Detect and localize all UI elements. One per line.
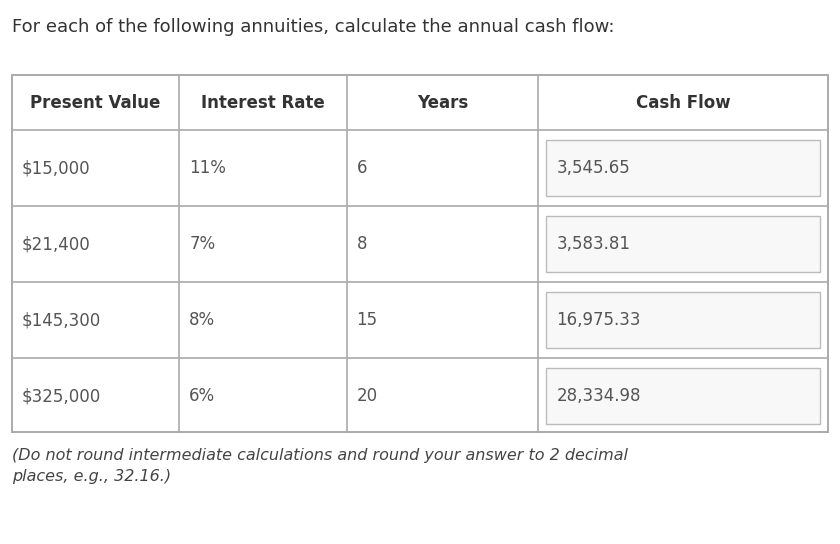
Text: Cash Flow: Cash Flow (636, 94, 731, 112)
Bar (546, 292, 820, 348)
Text: 6%: 6% (189, 387, 215, 405)
Text: Interest Rate: Interest Rate (201, 94, 325, 112)
Text: 15: 15 (356, 311, 378, 329)
Text: 28,334.98: 28,334.98 (556, 387, 641, 405)
Text: $145,300: $145,300 (22, 311, 102, 329)
Text: 8: 8 (356, 235, 367, 253)
Bar (546, 216, 820, 272)
Text: $325,000: $325,000 (22, 387, 102, 405)
Text: 3,545.65: 3,545.65 (556, 159, 630, 177)
Text: $15,000: $15,000 (22, 159, 91, 177)
Text: $21,400: $21,400 (22, 235, 91, 253)
Text: 8%: 8% (189, 311, 215, 329)
Text: 3,583.81: 3,583.81 (556, 235, 630, 253)
Bar (12, 75, 828, 432)
Text: For each of the following annuities, calculate the annual cash flow:: For each of the following annuities, cal… (12, 18, 615, 36)
Text: (Do not round intermediate calculations and round your answer to 2 decimal
place: (Do not round intermediate calculations … (12, 448, 628, 484)
Bar (546, 368, 820, 424)
Text: Present Value: Present Value (30, 94, 160, 112)
Text: 6: 6 (356, 159, 367, 177)
Text: 11%: 11% (189, 159, 226, 177)
Text: 7%: 7% (189, 235, 215, 253)
Bar (546, 140, 820, 196)
Text: Years: Years (417, 94, 468, 112)
Text: 16,975.33: 16,975.33 (556, 311, 641, 329)
Text: 20: 20 (356, 387, 378, 405)
